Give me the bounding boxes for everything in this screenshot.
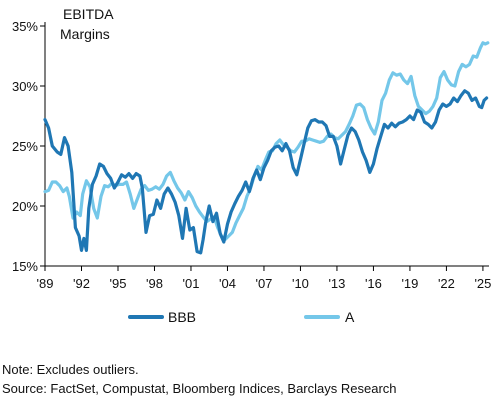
x-axis: '89 '92 '95 '98 '01 '04 '07 '10 '13 '16 '19 '22 '25 xyxy=(37,265,491,291)
y-tick-label: 30% xyxy=(12,79,38,94)
x-tick-label: '22 xyxy=(438,276,455,291)
legend-label-bbb: BBB xyxy=(168,309,196,325)
legend-label-a: A xyxy=(345,309,355,325)
y-tick-label: 35% xyxy=(12,19,38,34)
x-tick-label: '92 xyxy=(73,276,90,291)
x-tick-label: '19 xyxy=(401,276,418,291)
y-axis-title-line-2: Margins xyxy=(60,26,110,42)
x-tick-label: '10 xyxy=(292,276,309,291)
x-tick-label: '04 xyxy=(219,276,236,291)
y-tick-label: 20% xyxy=(12,199,38,214)
legend: BBB A xyxy=(128,309,355,325)
y-tick-label: 15% xyxy=(12,259,38,274)
x-tick-label: '98 xyxy=(146,276,163,291)
footnote-note: Note: Excludes outliers. xyxy=(2,362,139,377)
x-tick-label: '89 xyxy=(37,276,54,291)
y-axis-title-line-1: EBITDA xyxy=(63,6,114,22)
footnote-source: Source: FactSet, Compustat, Bloomberg In… xyxy=(2,381,397,396)
x-tick-label: '16 xyxy=(365,276,382,291)
x-tick-label: '13 xyxy=(328,276,345,291)
plot-area xyxy=(43,41,490,255)
series-line-a xyxy=(43,41,490,242)
x-tick-label: '25 xyxy=(474,276,491,291)
series-line-bbb xyxy=(43,89,489,255)
x-tick-label: '07 xyxy=(255,276,272,291)
x-tick-label: '01 xyxy=(182,276,199,291)
x-tick-label: '95 xyxy=(110,276,127,291)
y-axis: 15% 20% 25% 30% 35% xyxy=(12,19,46,274)
y-tick-label: 25% xyxy=(12,139,38,154)
